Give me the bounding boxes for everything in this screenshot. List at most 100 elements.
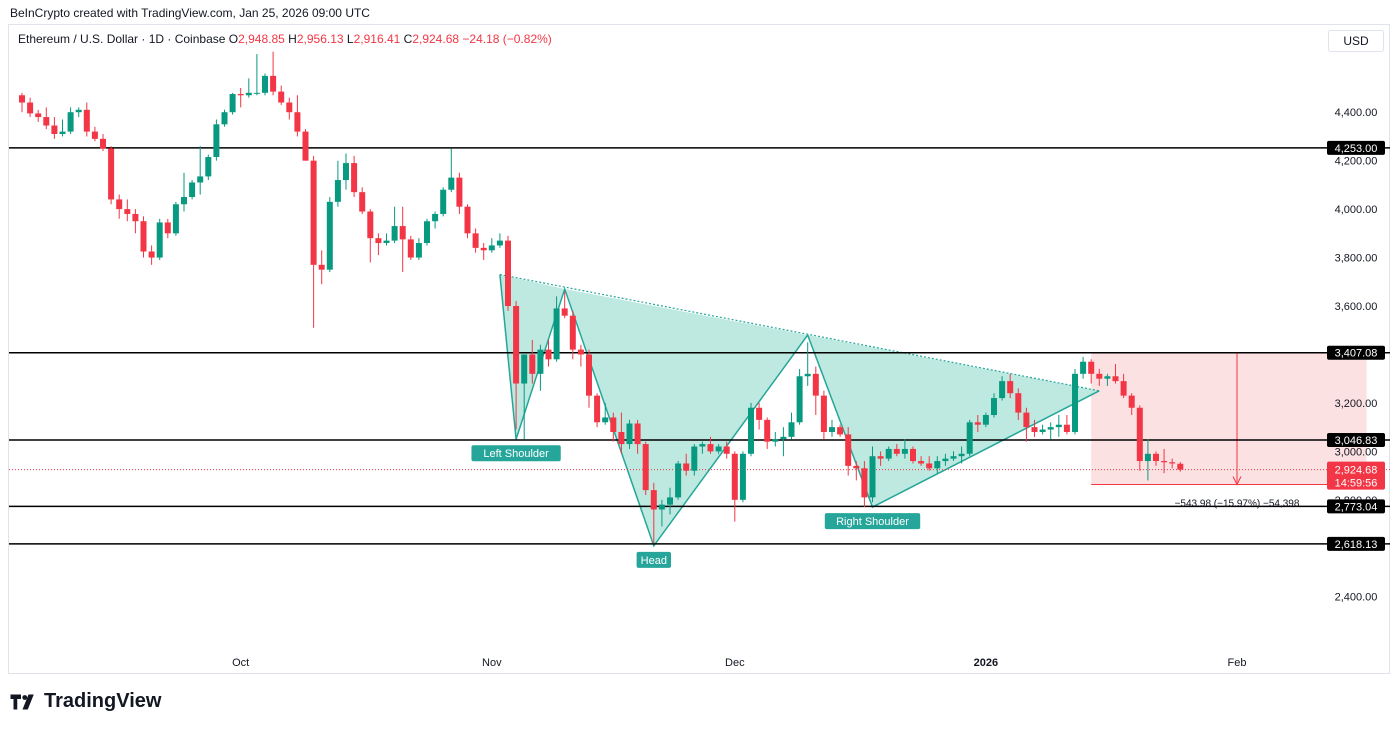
candle-body: [683, 463, 690, 471]
brand-name: TradingView: [44, 690, 162, 712]
candle: [812, 366, 819, 416]
candle-body: [586, 354, 592, 396]
candle: [748, 402, 754, 457]
candle: [699, 441, 706, 454]
level-tag-text: 3,407.08: [1335, 348, 1378, 360]
target-arrow-head: [1232, 476, 1242, 486]
candle: [472, 228, 479, 253]
candle: [658, 499, 665, 527]
candle: [910, 446, 916, 464]
candle: [804, 342, 811, 386]
candle-body: [1015, 393, 1022, 413]
pattern-area-3: [807, 335, 1100, 508]
candle-body: [440, 189, 447, 214]
candle: [1112, 364, 1119, 384]
candle: [1120, 373, 1127, 399]
candle-body: [294, 112, 301, 132]
pattern-labels: Left Shoulder Head Right Shoulder: [471, 445, 921, 568]
candle: [310, 155, 317, 328]
candle-body: [278, 91, 285, 103]
candle: [156, 218, 163, 260]
y-tick-label: 4,400.00: [1335, 107, 1378, 119]
candle: [618, 412, 625, 454]
candle-body: [100, 138, 106, 149]
level-tag: 2,773.04: [1327, 499, 1385, 514]
low-label: L: [346, 32, 354, 46]
candle: [197, 146, 204, 195]
candle: [1161, 448, 1168, 474]
candle-body: [1153, 453, 1159, 462]
candle-body: [829, 427, 835, 432]
candle: [464, 204, 471, 239]
currency-button[interactable]: USD: [1328, 30, 1384, 52]
candle-body: [1055, 424, 1062, 428]
candle: [829, 419, 835, 437]
candle-body: [764, 419, 771, 442]
candle-body: [505, 240, 511, 307]
candle-body: [229, 94, 236, 113]
candle-body: [901, 448, 908, 454]
candle: [164, 218, 171, 239]
candle-body: [796, 376, 803, 423]
candle: [132, 209, 139, 234]
candle-body: [391, 226, 398, 241]
candle: [1144, 439, 1151, 481]
y-tick-label: 3,200.00: [1335, 398, 1378, 410]
symbol-title: Ethereum / U.S. Dollar · 1D · Coinbase: [18, 32, 226, 46]
candle: [837, 424, 844, 437]
last-price-value: 2,924.68: [1335, 465, 1378, 477]
candle: [626, 419, 633, 449]
candle: [788, 412, 795, 440]
candle: [642, 441, 649, 495]
candle-body: [59, 131, 66, 135]
candle: [974, 415, 981, 432]
candle-body: [869, 456, 876, 498]
candle: [820, 390, 827, 440]
candle: [140, 216, 147, 258]
candle-body: [675, 463, 682, 498]
candle-body: [189, 182, 196, 197]
candle-body: [950, 456, 957, 459]
candle-body: [262, 75, 268, 93]
target-zone: [1091, 352, 1367, 486]
x-tick-label: Nov: [482, 657, 502, 669]
level-tag-text: 4,253.00: [1335, 143, 1378, 155]
pattern-label-right-shoulder: Right Shoulder: [824, 513, 921, 530]
candle: [375, 233, 382, 256]
level-tag-box: [1327, 536, 1385, 551]
tradingview-logo-icon: [10, 694, 34, 709]
candle: [691, 444, 698, 476]
x-tick-label: Feb: [1228, 657, 1247, 669]
pattern-neckline: [499, 273, 1100, 392]
candle-body: [164, 222, 171, 234]
candle-body: [780, 436, 787, 440]
candle: [926, 456, 933, 471]
target-zone-rect: [1091, 352, 1367, 485]
candle: [715, 444, 722, 454]
change-value: −24.18 (−0.82%): [462, 32, 552, 46]
candle: [432, 211, 439, 229]
candle: [918, 456, 925, 466]
candle: [982, 412, 989, 428]
candle: [958, 446, 965, 464]
candle: [326, 196, 333, 273]
candle: [602, 402, 609, 425]
candle-body: [496, 240, 503, 246]
candle-body: [650, 490, 657, 510]
candle: [901, 439, 908, 459]
candle: [407, 235, 414, 260]
candle-body: [172, 204, 179, 234]
candle: [448, 148, 455, 193]
level-tag-box: [1327, 499, 1385, 514]
candle-body: [918, 461, 925, 464]
candle-body: [910, 448, 916, 462]
candle-body: [837, 427, 844, 435]
candle: [545, 339, 552, 367]
candle: [367, 209, 374, 263]
candle: [991, 393, 997, 418]
candle-body: [318, 264, 325, 270]
candle: [634, 419, 641, 454]
candle: [683, 453, 690, 476]
candle-body: [707, 444, 714, 452]
